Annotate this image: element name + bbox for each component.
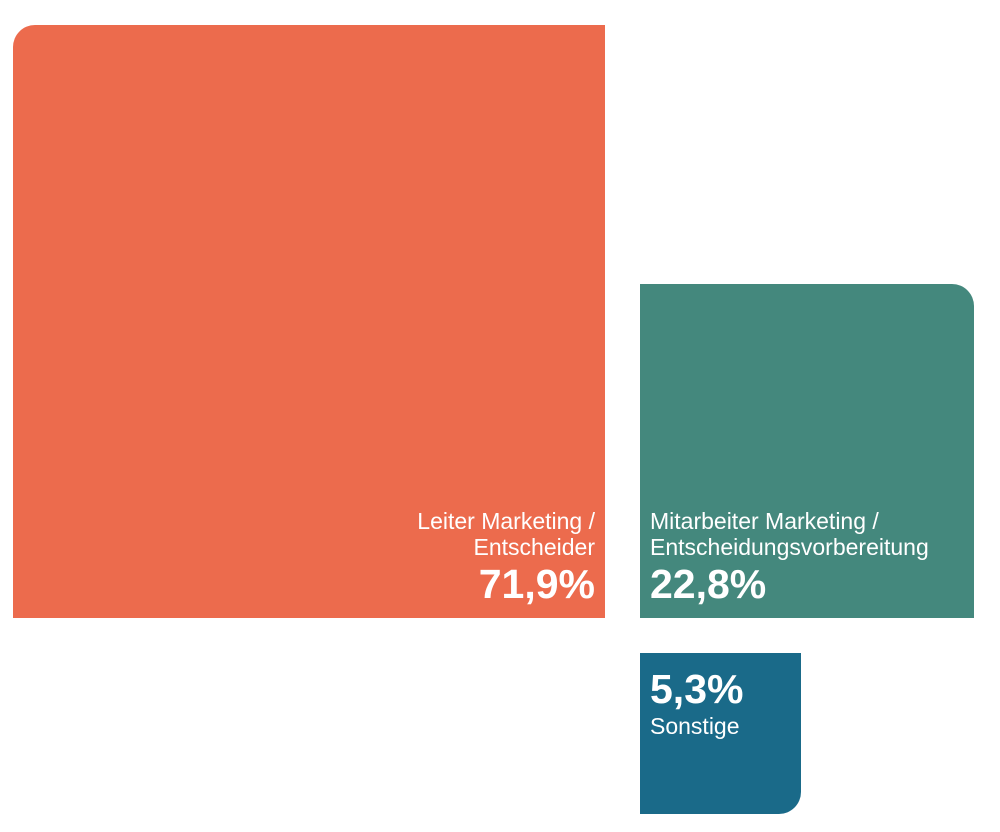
segment-label-line: Mitarbeiter Marketing /	[650, 508, 879, 534]
segment-label-line: Sonstige	[650, 713, 740, 739]
segment-label-line: Leiter Marketing /	[417, 508, 595, 534]
segment-label-line: Entscheidungsvorbereitung	[650, 534, 929, 560]
segment-value: 5,3%	[650, 666, 744, 712]
segment-value: 71,9%	[478, 561, 595, 607]
segment-mitarbeiter-marketing: Mitarbeiter Marketing / Entscheidungsvor…	[640, 284, 974, 618]
segment-label-group: Mitarbeiter Marketing / Entscheidungsvor…	[650, 508, 929, 608]
segment-sonstige: 5,3% Sonstige	[640, 653, 801, 814]
segment-label-line: Entscheider	[473, 534, 595, 560]
segment-value: 22,8%	[650, 561, 767, 607]
segment-leiter-marketing: Leiter Marketing / Entscheider 71,9%	[13, 25, 605, 618]
segment-label-group: Leiter Marketing / Entscheider 71,9%	[417, 508, 595, 608]
segment-label-group: 5,3% Sonstige	[650, 665, 743, 739]
